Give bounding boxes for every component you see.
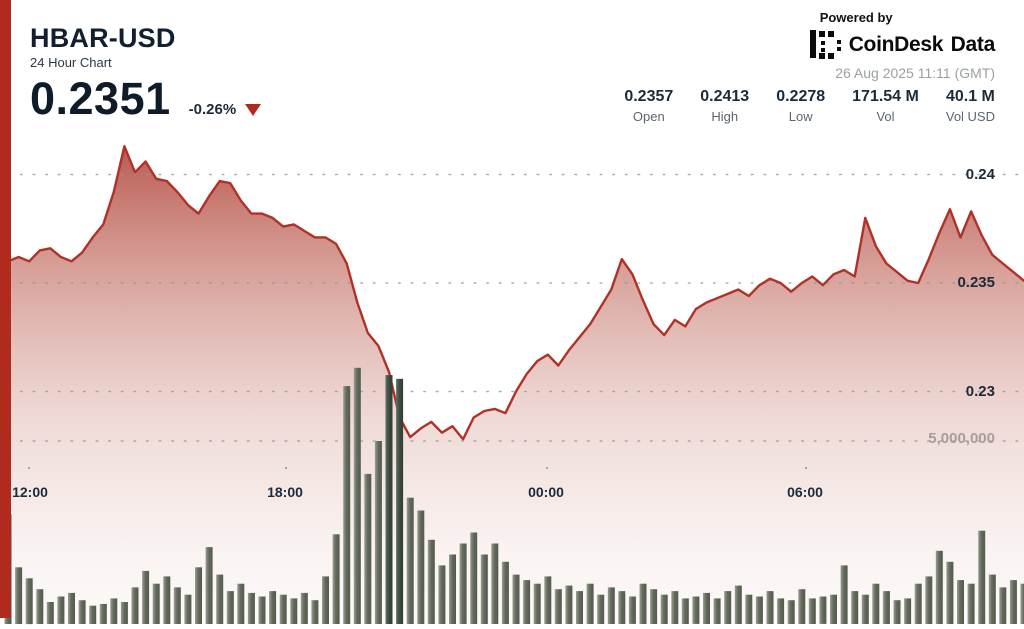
stat-high-label: High bbox=[711, 109, 739, 124]
x-axis-label-0600: 06:00 bbox=[787, 484, 823, 500]
price-row: 0.2351 -0.26% bbox=[30, 73, 262, 125]
branding: Powered by CoinDesk Data 26 Aug 2025 11:… bbox=[809, 10, 996, 81]
y-axis-label-0.235: 0.235 bbox=[957, 274, 995, 291]
x-tick-dot bbox=[546, 467, 548, 469]
price-line bbox=[6, 145, 1024, 441]
grid-dotted-lines bbox=[7, 173, 1021, 442]
stats-row: 0.2357 Open 0.2413 High 0.2278 Low 171.5… bbox=[597, 88, 995, 124]
change-percent: -0.26% bbox=[188, 101, 237, 119]
stat-low-label: Low bbox=[788, 109, 813, 124]
x-axis-label-1200: 12:00 bbox=[12, 484, 48, 500]
stat-high-value: 0.2413 bbox=[700, 88, 750, 105]
stat-open-label: Open bbox=[632, 109, 665, 124]
x-axis-label-1800: 18:00 bbox=[267, 484, 303, 500]
coindesk-data-wordmark: CoinDesk Data bbox=[848, 33, 996, 56]
page-title: HBAR-USD bbox=[30, 23, 176, 53]
stat-vol: 171.54 M Vol bbox=[852, 88, 919, 124]
coindesk-data-link[interactable]: CoinDesk Data bbox=[809, 30, 996, 60]
chart-subtitle: 24 Hour Chart bbox=[30, 55, 112, 71]
stat-vol-usd: 40.1 M Vol USD bbox=[946, 88, 995, 124]
y-axis-label-0.23: 0.23 bbox=[965, 383, 995, 400]
stat-low-value: 0.2278 bbox=[776, 88, 826, 105]
price-area-fill bbox=[8, 146, 1024, 625]
x-tick-dot bbox=[805, 467, 807, 469]
stat-high: 0.2413 High bbox=[700, 88, 749, 124]
stat-low: 0.2278 Low bbox=[776, 88, 825, 124]
price-change: -0.26% bbox=[189, 101, 262, 118]
header: HBAR-USD 24 Hour Chart 0.2351 -0.26% bbox=[30, 23, 262, 125]
current-price: 0.2351 bbox=[30, 73, 171, 125]
stat-open-value: 0.2357 bbox=[624, 88, 674, 105]
x-axis-label-0000: 00:00 bbox=[528, 484, 564, 500]
y-axis-label-0.24: 0.24 bbox=[965, 166, 995, 183]
volume-axis-label: 5,000,000 bbox=[928, 430, 995, 447]
powered-by-label: Powered by bbox=[819, 10, 893, 25]
timestamp: 26 Aug 2025 11:11 (GMT) bbox=[835, 65, 995, 81]
stat-vol-usd-value: 40.1 M bbox=[945, 88, 995, 105]
stat-vol-label: Vol bbox=[876, 109, 895, 124]
coindesk-logo-icon bbox=[809, 30, 842, 60]
x-tick-dot bbox=[28, 467, 30, 469]
volume-bars bbox=[4, 367, 1024, 625]
stat-open: 0.2357 Open bbox=[624, 88, 673, 124]
left-accent-bar bbox=[0, 0, 11, 618]
down-arrow-icon bbox=[245, 103, 262, 116]
x-tick-dot bbox=[285, 467, 287, 469]
stat-vol-usd-label: Vol USD bbox=[945, 109, 995, 124]
stat-vol-value: 171.54 M bbox=[852, 88, 919, 105]
